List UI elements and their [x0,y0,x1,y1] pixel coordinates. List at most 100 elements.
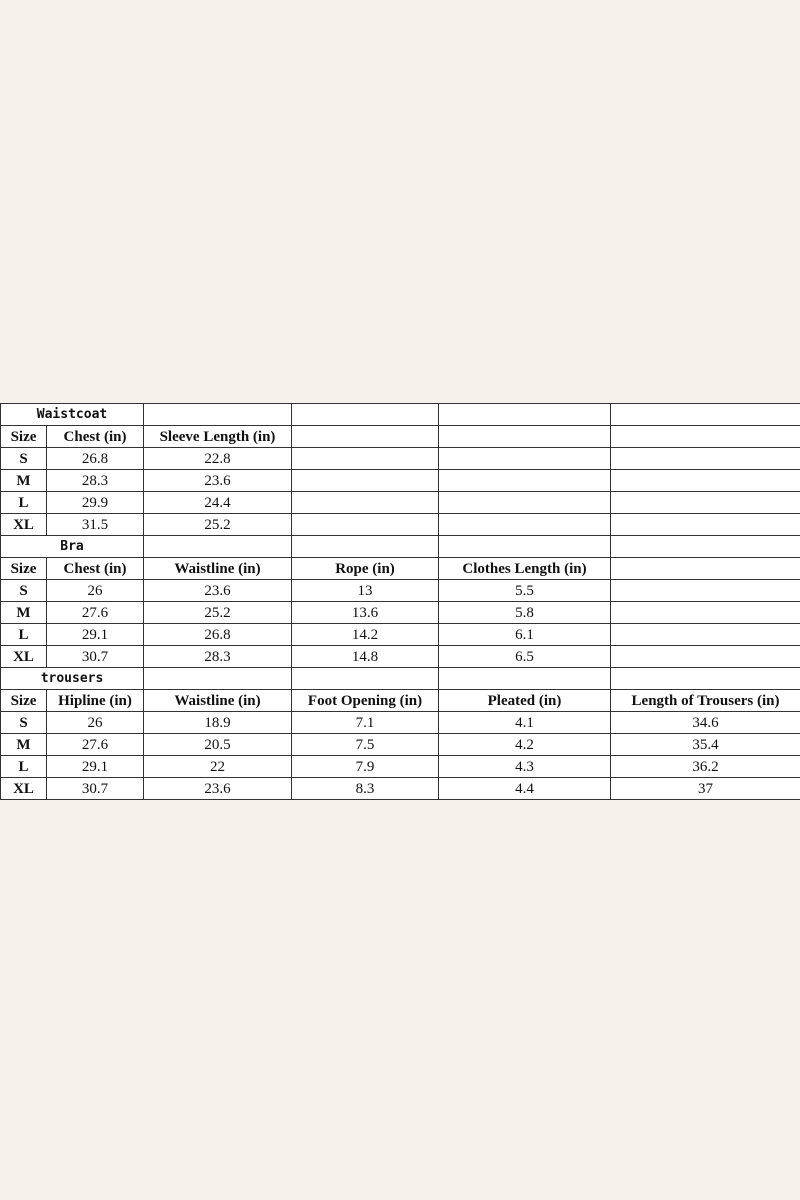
section-title-row: trousers [0,667,800,690]
section-title: Waistcoat [0,403,145,426]
empty-cell [438,447,612,470]
measurement-cell: 37 [610,777,800,800]
measurement-cell: 34.6 [610,711,800,734]
measurement-cell: 5.8 [438,601,612,624]
measurement-cell: 27.6 [45,601,145,624]
measurement-cell: 29.1 [45,755,145,778]
size-label: S [0,447,47,470]
measurement-cell: 5.5 [438,579,612,602]
column-header: Waistline (in) [143,557,293,580]
empty-cell [610,535,800,558]
measurement-cell: 29.9 [45,491,145,514]
measurement-cell: 7.1 [291,711,440,734]
size-label: S [0,711,47,734]
table-row: S 26 23.6 13 5.5 [0,579,800,602]
size-label: XL [0,645,47,668]
empty-cell [291,491,440,514]
measurement-cell: 24.4 [143,491,293,514]
table-row: M 28.3 23.6 [0,469,800,492]
table-row: M 27.6 20.5 7.5 4.2 35.4 [0,733,800,756]
column-header: Length of Trousers (in) [610,689,800,712]
size-label: L [0,623,47,646]
measurement-cell: 26 [45,711,145,734]
empty-cell [291,403,440,426]
table-row: S 26 18.9 7.1 4.1 34.6 [0,711,800,734]
empty-cell [143,667,293,690]
measurement-cell: 27.6 [45,733,145,756]
empty-cell [438,513,612,536]
empty-cell [610,513,800,536]
table-row: L 29.1 26.8 14.2 6.1 [0,623,800,646]
size-label: M [0,601,47,624]
column-header: Pleated (in) [438,689,612,712]
empty-cell [291,513,440,536]
table-row: XL 30.7 23.6 8.3 4.4 37 [0,777,800,800]
empty-cell [610,403,800,426]
measurement-cell: 14.8 [291,645,440,668]
measurement-cell: 26.8 [45,447,145,470]
section-title-row: Bra [0,535,800,558]
empty-cell [291,535,440,558]
table-row: L 29.1 22 7.9 4.3 36.2 [0,755,800,778]
measurement-cell: 26.8 [143,623,293,646]
size-label: XL [0,513,47,536]
measurement-cell: 30.7 [45,645,145,668]
empty-cell [291,469,440,492]
measurement-cell: 7.9 [291,755,440,778]
empty-cell [610,557,800,580]
measurement-cell: 13.6 [291,601,440,624]
measurement-cell: 29.1 [45,623,145,646]
measurement-cell: 23.6 [143,469,293,492]
measurement-cell: 6.5 [438,645,612,668]
measurement-cell: 13 [291,579,440,602]
measurement-cell: 20.5 [143,733,293,756]
measurement-cell: 28.3 [143,645,293,668]
size-label: M [0,733,47,756]
column-header: Size [0,557,47,580]
measurement-cell: 8.3 [291,777,440,800]
measurement-cell: 22 [143,755,293,778]
measurement-cell: 25.2 [143,513,293,536]
empty-cell [438,403,612,426]
empty-cell [438,491,612,514]
measurement-cell: 7.5 [291,733,440,756]
measurement-cell: 18.9 [143,711,293,734]
measurement-cell: 14.2 [291,623,440,646]
empty-cell [610,667,800,690]
column-header: Waistline (in) [143,689,293,712]
column-header: Chest (in) [45,557,145,580]
empty-cell [610,623,800,646]
table-row: XL 30.7 28.3 14.8 6.5 [0,645,800,668]
table-row: L 29.9 24.4 [0,491,800,514]
measurement-cell: 4.4 [438,777,612,800]
measurement-cell: 31.5 [45,513,145,536]
column-header: Size [0,425,47,448]
column-header: Rope (in) [291,557,440,580]
size-label: M [0,469,47,492]
size-chart-table: Waistcoat Size Chest (in) Sleeve Length (in… [0,403,800,800]
table-row: M 27.6 25.2 13.6 5.8 [0,601,800,624]
section-title: trousers [0,667,145,690]
empty-cell [610,579,800,602]
measurement-cell: 22.8 [143,447,293,470]
empty-cell [610,469,800,492]
header-row: Size Chest (in) Waistline (in) Rope (in) Clo… [0,557,800,580]
measurement-cell: 36.2 [610,755,800,778]
empty-cell [610,645,800,668]
measurement-cell: 26 [45,579,145,602]
empty-cell [143,535,293,558]
measurement-cell: 4.2 [438,733,612,756]
measurement-cell: 6.1 [438,623,612,646]
empty-cell [610,491,800,514]
measurement-cell: 23.6 [143,579,293,602]
empty-cell [291,447,440,470]
header-row: Size Chest (in) Sleeve Length (in) [0,425,800,448]
section-title-row: Waistcoat [0,403,800,426]
empty-cell [438,425,612,448]
measurement-cell: 23.6 [143,777,293,800]
empty-cell [438,667,612,690]
measurement-cell: 25.2 [143,601,293,624]
empty-cell [438,469,612,492]
column-header: Size [0,689,47,712]
measurement-cell: 4.3 [438,755,612,778]
